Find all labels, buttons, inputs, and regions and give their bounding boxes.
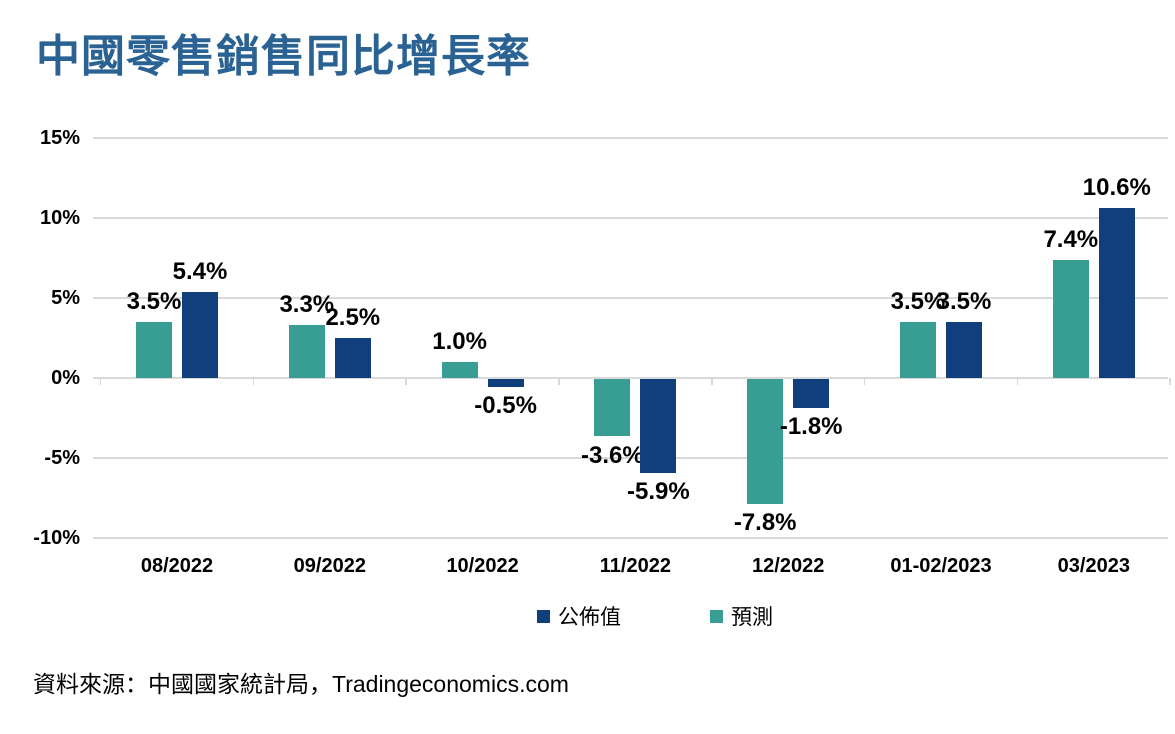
x-axis-category-label: 01-02/2023 (890, 555, 992, 577)
legend-label-forecast: 預測 (731, 605, 773, 629)
chart-title: 中國零售銷售同比增長率 (36, 31, 531, 82)
bar-actual-12/2022 (793, 378, 830, 408)
bar-value-label: 5.4% (172, 257, 228, 285)
legend-label-actual: 公佈值 (558, 605, 621, 629)
gridline (93, 537, 1168, 539)
x-axis-category-label: 12/2022 (752, 555, 825, 577)
x-axis-category-label: 09/2022 (293, 555, 366, 577)
gridline (93, 377, 1168, 379)
x-axis-category-label: 11/2022 (599, 555, 671, 577)
x-axis-category-label: 08/2022 (140, 555, 214, 577)
bar-actual-09/2022 (334, 338, 371, 378)
y-axis-tick-label: 0% (51, 367, 80, 389)
bar-value-label: -0.5% (474, 392, 537, 419)
gridline (93, 137, 1168, 139)
axis-tick (711, 378, 713, 385)
y-axis-tick-label: 15% (39, 127, 80, 149)
bar-forecast-12/2022 (747, 378, 784, 504)
bar-value-label: 1.0% (432, 328, 487, 355)
bar-value-label: 7.4% (1043, 225, 1099, 253)
chart-legend: 公佈值 預測 (537, 601, 773, 631)
bar-forecast-03/2023 (1052, 259, 1089, 378)
legend-swatch-actual-icon (537, 609, 550, 623)
legend-swatch-forecast-icon (710, 609, 723, 623)
bar-forecast-11/2022 (594, 378, 631, 437)
y-axis-tick-label: 5% (51, 287, 80, 309)
bar-value-label: 3.3% (279, 291, 335, 319)
bar-forecast-09/2022 (288, 325, 325, 378)
bar-actual-11/2022 (640, 378, 677, 474)
gridline (93, 297, 1168, 299)
x-axis-category-label: 10/2022 (446, 555, 519, 577)
axis-tick (252, 378, 255, 385)
y-axis-tick-label: -5% (44, 447, 80, 469)
bar-value-label: 3.5% (126, 288, 182, 315)
bar-forecast-01-02/2023 (900, 322, 936, 378)
y-axis-tick-label: 10% (39, 207, 80, 229)
bar-value-label: -7.8% (733, 508, 797, 536)
axis-tick (558, 378, 560, 385)
bar-value-label: 10.6% (1082, 174, 1151, 202)
bar-forecast-08/2022 (136, 322, 172, 378)
axis-tick (1016, 378, 1019, 385)
legend-item-forecast: 預測 (710, 601, 773, 631)
axis-tick (99, 378, 102, 385)
bar-forecast-10/2022 (441, 362, 478, 378)
bar-actual-03/2023 (1098, 208, 1135, 378)
axis-tick (405, 378, 407, 385)
bar-value-label: -1.8% (779, 412, 843, 440)
bar-value-label: 3.5% (890, 288, 946, 315)
bar-actual-08/2022 (182, 291, 218, 378)
axis-tick (863, 378, 866, 385)
bar-value-label: -5.9% (627, 478, 690, 506)
bar-value-label: 2.5% (325, 304, 381, 331)
legend-item-actual: 公佈值 (537, 601, 621, 631)
gridline (93, 217, 1168, 219)
gridline (93, 457, 1168, 459)
bar-actual-10/2022 (487, 378, 524, 387)
x-axis-category-label: 03/2023 (1057, 555, 1130, 577)
bar-actual-01-02/2023 (946, 322, 982, 378)
axis-tick (1169, 378, 1171, 385)
bar-value-label: -3.6% (581, 441, 644, 469)
bar-value-label: 3.5% (936, 288, 992, 315)
source-note: 資料來源：中國國家統計局，Tradingeconomics.com (33, 671, 569, 697)
y-axis-tick-label: -10% (33, 527, 80, 549)
